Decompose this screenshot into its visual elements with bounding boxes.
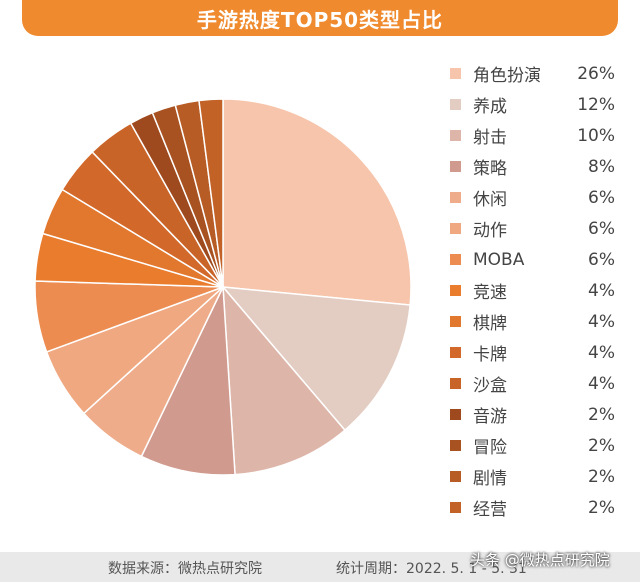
legend-label: 策略 — [473, 159, 507, 179]
legend-item: 策略 8% — [450, 151, 620, 182]
legend-value: 4% — [588, 280, 615, 301]
legend-label: 竞速 — [473, 283, 507, 303]
legend-value: 12% — [577, 94, 615, 115]
legend-label: 射击 — [473, 128, 507, 148]
legend-item: 休闲 6% — [450, 182, 620, 213]
legend-label: 沙盒 — [473, 376, 507, 396]
legend-swatch — [450, 223, 461, 234]
legend-swatch — [450, 99, 461, 110]
legend-item: 经营 2% — [450, 492, 620, 523]
legend-value: 4% — [588, 342, 615, 363]
legend-value: 6% — [588, 218, 615, 239]
legend-item: 竞速 4% — [450, 275, 620, 306]
legend-value: 26% — [577, 63, 615, 84]
legend-item: MOBA 6% — [450, 244, 620, 275]
legend-swatch — [450, 378, 461, 389]
legend-label: 卡牌 — [473, 345, 507, 365]
pie-slice-2 — [222, 284, 346, 476]
footer: 数据来源：微热点研究院 统计周期：2022. 5. 1 - 5. 31 — [0, 552, 640, 582]
data-source: 数据来源：微热点研究院 — [108, 561, 262, 577]
legend-item: 棋牌 4% — [450, 306, 620, 337]
chart-title-bar: 手游热度TOP50类型占比 — [22, 0, 618, 36]
legend-label: 剧情 — [473, 469, 507, 489]
legend-label: 养成 — [473, 97, 507, 117]
legend-swatch — [450, 161, 461, 172]
legend-item: 卡牌 4% — [450, 337, 620, 368]
legend-value: 4% — [588, 311, 615, 332]
legend-item: 角色扮演 26% — [450, 58, 620, 89]
legend-swatch — [450, 409, 461, 420]
legend-swatch — [450, 254, 461, 265]
legend-item: 音游 2% — [450, 399, 620, 430]
pie-slice-14 — [198, 98, 224, 288]
legend-label: 棋牌 — [473, 314, 507, 334]
legend-value: 6% — [588, 187, 615, 208]
legend-label: 动作 — [473, 221, 507, 241]
legend-value: 2% — [588, 466, 615, 487]
legend-value: 2% — [588, 435, 615, 456]
pie-chart — [34, 98, 412, 476]
legend-item: 射击 10% — [450, 120, 620, 151]
legend-value: 6% — [588, 249, 615, 270]
legend-swatch — [450, 316, 461, 327]
legend-value: 4% — [588, 373, 615, 394]
legend-value: 10% — [577, 125, 615, 146]
stat-period: 统计周期：2022. 5. 1 - 5. 31 — [336, 561, 527, 577]
legend-swatch — [450, 130, 461, 141]
legend-swatch — [450, 347, 461, 358]
legend-item: 动作 6% — [450, 213, 620, 244]
legend-label: MOBA — [473, 249, 525, 270]
legend-swatch — [450, 471, 461, 482]
chart-title: 手游热度TOP50类型占比 — [196, 7, 444, 32]
legend-label: 冒险 — [473, 438, 507, 458]
legend: 角色扮演 26% 养成 12% 射击 10% 策略 8% 休闲 6% 动作 6% MOBA 6% 竞速 4% 棋… — [450, 58, 620, 523]
legend-value: 8% — [588, 156, 615, 177]
legend-swatch — [450, 502, 461, 513]
pie-slice-3 — [140, 284, 236, 476]
legend-value: 2% — [588, 497, 615, 518]
legend-label: 角色扮演 — [473, 66, 541, 86]
watermark: 头条 @微热点研究院 — [470, 550, 610, 569]
pie-slice-1 — [221, 286, 411, 432]
legend-item: 沙盒 4% — [450, 368, 620, 399]
legend-swatch — [450, 68, 461, 79]
legend-item: 养成 12% — [450, 89, 620, 120]
legend-swatch — [450, 285, 461, 296]
legend-swatch — [450, 440, 461, 451]
legend-label: 经营 — [473, 500, 507, 520]
legend-value: 2% — [588, 404, 615, 425]
legend-label: 音游 — [473, 407, 507, 427]
pie-slice-0 — [222, 98, 412, 306]
legend-item: 冒险 2% — [450, 430, 620, 461]
legend-swatch — [450, 192, 461, 203]
legend-item: 剧情 2% — [450, 461, 620, 492]
legend-label: 休闲 — [473, 190, 507, 210]
